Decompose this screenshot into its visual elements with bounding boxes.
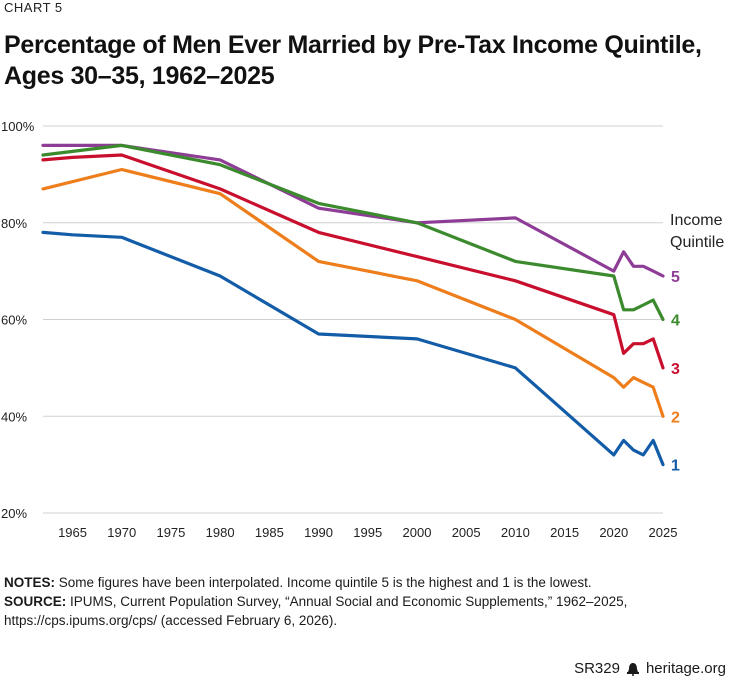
site-link[interactable]: heritage.org: [645, 660, 726, 677]
x-tick-label: 1990: [304, 525, 333, 540]
x-tick-label: 2010: [501, 525, 530, 540]
x-tick-label: 1995: [353, 525, 382, 540]
y-tick-label: 60%: [1, 313, 27, 328]
x-tick-label: 1970: [107, 525, 136, 540]
legend-title: Income Quintile: [670, 212, 724, 251]
x-tick-label: 2020: [599, 525, 628, 540]
notes-line: NOTES: Some figures have been interpolat…: [4, 573, 724, 592]
series-line-2: [41, 167, 665, 418]
series-end-label-1: 1: [671, 458, 680, 475]
x-tick-label: 1965: [58, 525, 87, 540]
series-end-label-4: 4: [671, 313, 680, 330]
chart-title: Percentage of Men Ever Married by Pre-Ta…: [4, 31, 702, 90]
y-tick-label: 40%: [1, 409, 27, 424]
x-tick-label: 2000: [403, 525, 432, 540]
series-line-5: [41, 143, 665, 278]
x-tick-label: 2025: [649, 525, 678, 540]
x-tick-label: 1975: [156, 525, 185, 540]
source-label: SOURCE:: [4, 594, 67, 609]
series-line-4: [41, 143, 665, 322]
source-line: SOURCE: IPUMS, Current Population Survey…: [4, 592, 724, 630]
x-tick-label: 1985: [255, 525, 284, 540]
liberty-bell-icon: [626, 662, 639, 676]
series-end-label-2: 2: [671, 409, 680, 426]
y-tick-label: 100%: [1, 119, 35, 134]
y-tick-label: 80%: [1, 216, 27, 231]
series-line-1: [41, 230, 665, 467]
notes-block: NOTES: Some figures have been interpolat…: [4, 573, 724, 630]
line-chart: 20% 40% 60% 80% 100% 1965 1970 1975 1980 1985 1990…: [1, 119, 724, 540]
series-end-label-3: 3: [671, 361, 680, 378]
series-line-3: [41, 153, 665, 370]
series-end-label-5: 5: [671, 269, 680, 286]
notes-text: Some figures have been interpolated. Inc…: [58, 575, 592, 590]
footer: SR329 heritage.org: [574, 660, 726, 677]
source-text: IPUMS, Current Population Survey, “Annua…: [4, 594, 628, 628]
chart-number-label: CHART 5: [4, 0, 63, 15]
x-tick-label: 2005: [452, 525, 481, 540]
notes-label: NOTES:: [4, 575, 56, 590]
x-tick-label: 2015: [550, 525, 579, 540]
report-id: SR329: [574, 660, 620, 677]
x-tick-label: 1980: [206, 525, 235, 540]
y-tick-label: 20%: [1, 506, 27, 521]
